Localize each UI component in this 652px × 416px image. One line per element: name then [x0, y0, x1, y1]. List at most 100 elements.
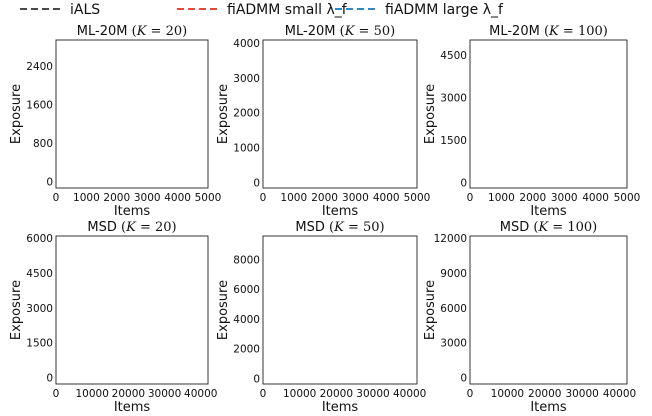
x-tick-label: 5000 [614, 192, 641, 204]
x-tick-label: 20000 [528, 388, 561, 400]
plot-frame [262, 235, 418, 385]
x-tick-label: 20000 [320, 388, 353, 400]
legend-label: fiADMM large λ_f [385, 2, 504, 18]
legend-item: iALS [20, 2, 100, 18]
y-tick-label: 4500 [440, 50, 467, 62]
x-tick-label: 5000 [195, 192, 222, 204]
panel-title-k: 100 [578, 24, 603, 39]
y-tick-label: 1000 [233, 142, 260, 154]
legend-label: iALS [70, 2, 100, 18]
x-tick-label: 10000 [75, 388, 108, 400]
panel-title-name: ML-20M [77, 24, 128, 39]
chart-panel: 0 10000 20000 30000 40000 0 3000 6000 9000 12000 M… [423, 220, 636, 415]
panel-title-name: MSD [87, 220, 116, 235]
x-tick-label: 3000 [342, 192, 369, 204]
y-tick-label: 0 [46, 177, 53, 189]
y-axis-label: Exposure [423, 84, 438, 144]
x-tick-label: 30000 [356, 388, 389, 400]
y-tick-label: 3000 [233, 73, 260, 85]
panel-title-name: MSD [500, 220, 529, 235]
y-tick-label: 4000 [233, 38, 260, 50]
plot-frame [262, 39, 418, 189]
plot-frame [469, 235, 628, 385]
x-tick-label: 2000 [519, 192, 546, 204]
panel-title: ML-20M (K = 100) [489, 24, 608, 39]
x-tick-label: 10000 [491, 388, 524, 400]
x-tick-label: 3000 [134, 192, 161, 204]
x-tick-label: 0 [260, 388, 267, 400]
y-tick-label: 1500 [26, 338, 53, 350]
plot-frame [55, 235, 209, 385]
x-tick-label: 3000 [551, 192, 578, 204]
y-tick-label: 800 [33, 138, 53, 150]
panel-title-k: 50 [363, 220, 380, 235]
y-tick-label: 3000 [440, 93, 467, 105]
y-tick-label: 6000 [233, 284, 260, 296]
x-tick-label: 0 [53, 388, 60, 400]
y-tick-label: 0 [460, 177, 467, 189]
legend: iALS fiADMM small λ_f fiADMM large λ_f [20, 2, 504, 18]
x-tick-label: 40000 [184, 388, 217, 400]
panel-title: ML-20M (K = 20) [77, 24, 187, 39]
y-axis-label: Exposure [9, 280, 24, 340]
y-tick-label: 0 [46, 373, 53, 385]
x-tick-label: 1000 [280, 192, 307, 204]
x-tick-label: 5000 [404, 192, 431, 204]
legend-label: fiADMM small λ_f [227, 2, 348, 18]
y-axis-label: Exposure [216, 84, 231, 144]
x-axis-label: Items [114, 204, 151, 219]
x-tick-label: 4000 [373, 192, 400, 204]
x-axis-label: Items [114, 400, 151, 415]
x-tick-label: 0 [260, 192, 267, 204]
panel-title: ML-20M (K = 50) [285, 24, 395, 39]
x-tick-label: 0 [53, 192, 60, 204]
y-tick-label: 3000 [440, 338, 467, 350]
x-tick-label: 2000 [103, 192, 130, 204]
y-tick-label: 0 [460, 373, 467, 385]
x-tick-label: 4000 [164, 192, 191, 204]
chart-panel: 0 1000 2000 3000 4000 5000 0 800 1600 2400 ML-20M … [9, 24, 221, 219]
x-tick-label: 0 [467, 388, 474, 400]
x-tick-label: 40000 [603, 388, 636, 400]
chart-panel: 0 1000 2000 3000 4000 5000 0 1500 3000 4500 ML-20M… [423, 24, 640, 219]
x-tick-label: 10000 [283, 388, 316, 400]
y-axis-label: Exposure [423, 280, 438, 340]
panel-title-name: MSD [295, 220, 324, 235]
x-tick-label: 1000 [73, 192, 100, 204]
legend-item: fiADMM small λ_f [177, 2, 348, 18]
x-axis-label: Items [530, 400, 567, 415]
panel-title-name: ML-20M [489, 24, 540, 39]
y-tick-label: 4000 [233, 314, 260, 326]
y-tick-label: 1500 [440, 135, 467, 147]
y-tick-label: 0 [253, 177, 260, 189]
x-axis-label: Items [322, 400, 359, 415]
y-tick-label: 1600 [26, 100, 53, 112]
chart-panels: 0 1000 2000 3000 4000 5000080016002400ML-20M … [9, 24, 640, 415]
chart-panel: 0 10000 20000 30000 40000 0 2000 4000 6000 8000 MS… [216, 220, 426, 415]
y-tick-label: 2400 [26, 61, 53, 73]
x-tick-label: 0 [467, 192, 474, 204]
y-tick-label: 2000 [233, 108, 260, 120]
panel-title-name: ML-20M [285, 24, 336, 39]
plot-frame [55, 39, 209, 189]
x-tick-label: 30000 [148, 388, 181, 400]
y-tick-label: 6000 [26, 233, 53, 245]
panel-title: MSD (K = 20) [87, 220, 176, 235]
plot-frame [469, 39, 628, 189]
y-tick-label: 12000 [434, 233, 467, 245]
y-axis-label: Exposure [216, 280, 231, 340]
y-tick-label: 8000 [233, 254, 260, 266]
x-tick-label: 4000 [582, 192, 609, 204]
panel-title-k: 20 [166, 24, 183, 39]
y-tick-label: 2000 [233, 344, 260, 356]
y-tick-label: 4500 [26, 268, 53, 280]
chart-panel: 0 10000 20000 30000 40000 0 1500 3000 4500 6000 MS… [9, 220, 217, 415]
y-tick-label: 3000 [26, 303, 53, 315]
x-axis-label: Items [322, 204, 359, 219]
panel-title-k: 100 [567, 220, 592, 235]
panel-title: MSD (K = 100) [500, 220, 598, 235]
y-tick-label: 6000 [440, 303, 467, 315]
chart-panel: 0 1000 2000 3000 4000 5000 0 1000 2000 3000 4000 ML… [216, 24, 430, 219]
panel-title-k: 20 [155, 220, 172, 235]
